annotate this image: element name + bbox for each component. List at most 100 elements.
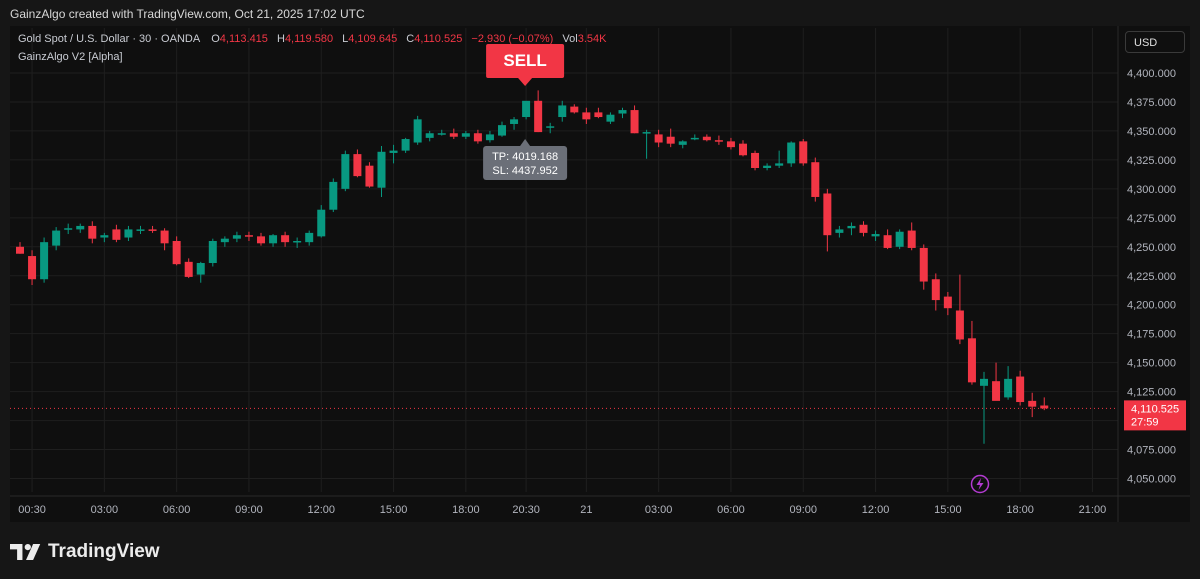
candle[interactable] xyxy=(52,230,61,246)
candle[interactable] xyxy=(714,140,723,142)
candle[interactable] xyxy=(269,235,278,244)
candle[interactable] xyxy=(1028,400,1037,407)
candle[interactable] xyxy=(763,165,772,169)
candle[interactable] xyxy=(883,235,892,248)
time-tick-label: 00:30 xyxy=(18,504,46,516)
price-tick-label: 4,150.000 xyxy=(1127,358,1176,370)
candle[interactable] xyxy=(654,134,663,143)
candle[interactable] xyxy=(232,235,241,239)
time-tick-label: 12:00 xyxy=(862,504,890,516)
candle[interactable] xyxy=(980,378,988,386)
candle[interactable] xyxy=(1040,405,1049,409)
candle[interactable] xyxy=(835,229,844,233)
candle[interactable] xyxy=(666,136,675,144)
candle[interactable] xyxy=(88,225,97,239)
candle[interactable] xyxy=(293,240,302,243)
sell-signal-badge[interactable] xyxy=(486,44,565,78)
candle[interactable] xyxy=(100,235,109,238)
candle[interactable] xyxy=(136,229,145,231)
candle[interactable] xyxy=(353,154,362,177)
candle[interactable] xyxy=(473,133,482,142)
candle[interactable] xyxy=(461,133,470,137)
candle[interactable] xyxy=(64,228,73,230)
candle[interactable] xyxy=(775,163,784,166)
candle[interactable] xyxy=(630,110,639,134)
candle[interactable] xyxy=(1004,378,1013,398)
candle[interactable] xyxy=(534,100,543,133)
candle[interactable] xyxy=(160,230,169,244)
candle[interactable] xyxy=(570,106,579,113)
candle[interactable] xyxy=(305,232,314,243)
candle[interactable] xyxy=(449,133,458,137)
time-tick-label: 09:00 xyxy=(789,504,817,516)
candle[interactable] xyxy=(329,181,338,210)
candle[interactable] xyxy=(642,132,651,134)
candle[interactable] xyxy=(726,141,735,148)
candle[interactable] xyxy=(787,142,796,164)
candle[interactable] xyxy=(124,229,133,238)
candle[interactable] xyxy=(485,134,494,141)
candle[interactable] xyxy=(522,100,531,118)
symbol-title[interactable]: Gold Spot / U.S. Dollar · 30 · OANDA xyxy=(18,33,201,45)
candle[interactable] xyxy=(546,126,555,128)
candle[interactable] xyxy=(257,236,265,244)
candle[interactable] xyxy=(943,296,952,309)
candle[interactable] xyxy=(1016,376,1025,403)
candle[interactable] xyxy=(751,152,760,169)
candle[interactable] xyxy=(172,240,181,265)
candle[interactable] xyxy=(992,381,1001,401)
candle[interactable] xyxy=(498,125,506,136)
candle[interactable] xyxy=(618,110,627,114)
candle[interactable] xyxy=(365,165,374,187)
lightning-icon[interactable] xyxy=(970,474,990,494)
currency-button[interactable]: USD xyxy=(1125,31,1185,53)
candle[interactable] xyxy=(799,141,808,164)
open-label: O xyxy=(211,33,220,45)
candle[interactable] xyxy=(437,133,446,135)
candle[interactable] xyxy=(811,162,820,197)
candle[interactable] xyxy=(184,261,193,277)
candle[interactable] xyxy=(401,139,410,151)
candle[interactable] xyxy=(859,224,868,233)
candle[interactable] xyxy=(208,240,217,264)
candle[interactable] xyxy=(558,105,567,118)
candle[interactable] xyxy=(702,136,711,141)
candle[interactable] xyxy=(281,235,290,243)
candle[interactable] xyxy=(931,279,940,301)
candle[interactable] xyxy=(919,247,928,282)
candle[interactable] xyxy=(40,242,49,280)
candle[interactable] xyxy=(28,256,37,280)
candle[interactable] xyxy=(413,119,422,143)
candle[interactable] xyxy=(823,193,832,236)
candle[interactable] xyxy=(196,263,205,275)
candle[interactable] xyxy=(16,246,24,254)
candle[interactable] xyxy=(606,114,615,122)
candle[interactable] xyxy=(690,137,699,140)
candle[interactable] xyxy=(76,225,85,230)
candle[interactable] xyxy=(244,235,253,237)
chart-panel[interactable] xyxy=(10,26,1190,522)
candle[interactable] xyxy=(377,151,386,188)
indicator-legend[interactable]: GainzAlgo V2 [Alpha] xyxy=(18,51,123,63)
candle[interactable] xyxy=(341,154,350,189)
candle[interactable] xyxy=(582,112,591,120)
candle[interactable] xyxy=(678,141,687,145)
candle[interactable] xyxy=(112,229,121,240)
candle[interactable] xyxy=(317,209,326,237)
candle[interactable] xyxy=(389,150,398,153)
tradingview-logo-icon xyxy=(10,544,41,560)
candle[interactable] xyxy=(425,133,434,138)
tpsl-tooltip xyxy=(483,146,568,180)
candle[interactable] xyxy=(847,225,856,229)
candle[interactable] xyxy=(895,231,904,247)
candle[interactable] xyxy=(955,310,964,340)
candle[interactable] xyxy=(220,238,229,243)
candle[interactable] xyxy=(871,234,880,237)
candle[interactable] xyxy=(967,338,976,383)
candle[interactable] xyxy=(510,119,519,124)
candle[interactable] xyxy=(148,229,157,231)
candle[interactable] xyxy=(594,112,603,118)
candle[interactable] xyxy=(739,143,747,156)
candle[interactable] xyxy=(907,230,916,248)
